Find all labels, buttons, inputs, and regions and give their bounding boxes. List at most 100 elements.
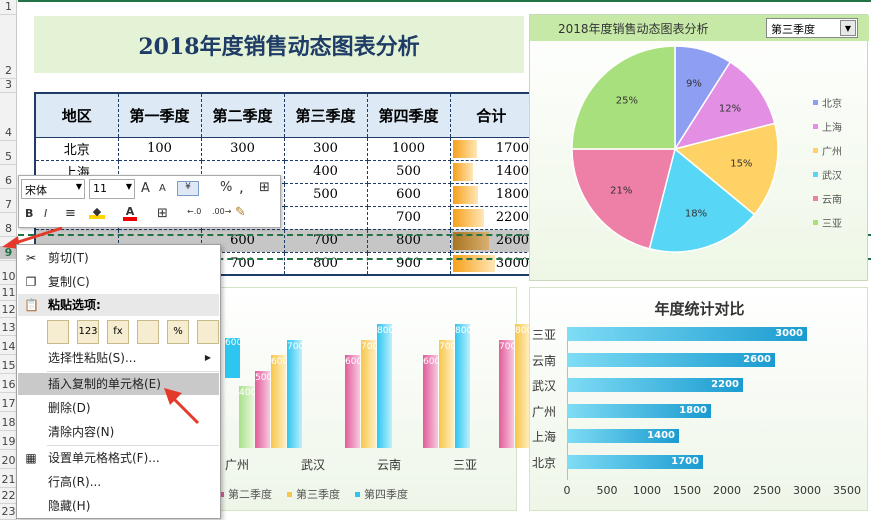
row-header-5[interactable]: 5 (5, 150, 12, 163)
pie-slice-2[interactable] (673, 122, 779, 216)
table-cell[interactable]: 700 (366, 205, 451, 230)
paste-option-icon[interactable] (137, 320, 159, 344)
chevron-down-icon[interactable]: ▼ (840, 20, 856, 36)
row-header-16[interactable]: 16 (1, 378, 16, 391)
shrink-font-button[interactable]: A (159, 183, 166, 194)
row-header-13[interactable]: 13 (1, 321, 16, 334)
column-bar[interactable] (423, 355, 438, 448)
row-header-14[interactable]: 14 (1, 340, 16, 353)
align-center-button[interactable]: ≡ (65, 206, 76, 221)
paste-option-icon[interactable]: 123 (77, 320, 99, 344)
table-cell[interactable]: 800 (283, 251, 368, 276)
row-header-9[interactable]: 9 (0, 246, 17, 259)
table-cell[interactable]: 100 (117, 136, 202, 161)
row-header-3[interactable]: 3 (5, 78, 12, 91)
increase-decimal-button[interactable]: ←.0 (187, 207, 202, 216)
font-name-field[interactable]: 宋体 ▼ (21, 179, 85, 199)
menu-item-cut[interactable]: ✂ 剪切(T) (25, 251, 89, 265)
row-header-10[interactable]: 10 (1, 270, 16, 283)
table-cell[interactable]: 500 (366, 159, 451, 184)
pie-slice-3[interactable] (648, 147, 756, 253)
column-bar[interactable] (377, 324, 392, 448)
menu-item-clear-contents[interactable]: 清除内容(N) (48, 425, 115, 439)
bar-row[interactable]: 3000 (567, 327, 807, 341)
table-cell[interactable]: 1000 (366, 136, 451, 161)
table-cell[interactable] (283, 205, 368, 230)
currency-format-icon[interactable]: ¥ (177, 181, 199, 196)
row-header-8[interactable]: 8 (5, 222, 12, 235)
row-header-11[interactable]: 11 (1, 286, 16, 299)
header-q2[interactable]: 第二季度 (200, 92, 285, 138)
total-cell[interactable]: 1800 (449, 182, 534, 207)
column-bar[interactable] (271, 355, 286, 448)
header-q3[interactable]: 第三季度 (283, 92, 368, 138)
column-bar[interactable] (345, 355, 360, 448)
row-header-19[interactable]: 19 (1, 435, 16, 448)
row-header-column[interactable]: 1 2 3 4 5 6 7 8 9 10 11 12 13 14 15 16 17 18 19 20 21 22 23 (0, 0, 17, 520)
header-q1[interactable]: 第一季度 (117, 92, 202, 138)
decrease-decimal-button[interactable]: .00→ (212, 207, 232, 216)
row-header-2[interactable]: 2 (5, 64, 12, 77)
table-cell[interactable]: 300 (200, 136, 285, 161)
row-header-6[interactable]: 6 (5, 174, 12, 187)
row-header-20[interactable]: 20 (1, 454, 16, 467)
paste-option-icon[interactable]: fx (107, 320, 129, 344)
menu-item-row-height[interactable]: 行高(R)... (48, 475, 102, 489)
bar-chart[interactable]: 年度统计对比 三亚 3000 云南 2600 武汉 2200 广州 1800 上海 1400 北京 1… (529, 287, 868, 511)
row-header-17[interactable]: 17 (1, 397, 16, 410)
format-painter-icon[interactable]: ✎ (235, 205, 246, 220)
comma-style-button[interactable]: , (239, 178, 244, 196)
table-cell[interactable]: 北京 (34, 136, 119, 161)
bar-row[interactable]: 1400 (567, 429, 679, 444)
total-cell[interactable]: 2200 (449, 205, 534, 230)
bar-row[interactable]: 1700 (567, 455, 703, 469)
bar-row[interactable]: 2200 (567, 378, 743, 393)
bold-button[interactable]: B (25, 207, 34, 220)
row-header-7[interactable]: 7 (5, 198, 12, 211)
column-bar[interactable] (287, 339, 302, 448)
row-header-1[interactable]: 1 (5, 0, 12, 13)
table-cell[interactable]: 400 (283, 159, 368, 184)
menu-item-copy[interactable]: ❐ 复制(C) (25, 275, 90, 289)
bar-row[interactable]: 2600 (567, 352, 775, 367)
paste-option-icon[interactable]: % (167, 320, 189, 344)
row-header-12[interactable]: 12 (1, 303, 16, 316)
pie-chart[interactable]: 2018年度销售动态图表分析 第三季度 ▼ 9% 北京 12% 上海 15% 广州 18% 武… (529, 14, 869, 281)
grow-font-button[interactable]: A (141, 181, 150, 196)
row-header-4[interactable]: 4 (5, 126, 12, 139)
menu-item-format-cells[interactable]: ▦ 设置单元格格式(F)... (25, 451, 160, 465)
row-header-21[interactable]: 21 (1, 473, 16, 486)
column-chart[interactable]: 6004005006007006007008006007008007008009… (216, 287, 548, 511)
pie-slice-1[interactable] (673, 60, 776, 151)
table-cell[interactable]: 500 (283, 182, 368, 207)
column-bar[interactable] (239, 386, 254, 448)
total-cell[interactable]: 1400 (449, 159, 534, 184)
paste-option-icon[interactable] (47, 320, 69, 344)
table-cell[interactable]: 300 (283, 136, 368, 161)
row-header-18[interactable]: 18 (1, 416, 16, 429)
column-bar[interactable] (255, 370, 270, 448)
bar-row[interactable]: 1800 (567, 403, 711, 418)
header-total[interactable]: 合计 (449, 92, 534, 138)
header-q4[interactable]: 第四季度 (366, 92, 451, 138)
total-cell[interactable]: 1700 (449, 136, 534, 161)
column-bar[interactable] (361, 339, 376, 448)
menu-item-paste-special[interactable]: 选择性粘贴(S)... ▶ (18, 347, 219, 369)
row-header-23[interactable]: 23 (1, 505, 16, 518)
quarter-select[interactable]: 第三季度 ▼ (766, 18, 858, 38)
borders-icon[interactable]: ⊞ (157, 206, 168, 221)
pie-slice-5[interactable] (571, 45, 676, 150)
font-color-button[interactable]: A (123, 205, 137, 221)
percent-style-button[interactable]: % (220, 180, 233, 195)
column-bar[interactable] (439, 339, 454, 448)
menu-item-delete[interactable]: 删除(D) (48, 401, 91, 415)
italic-button[interactable]: I (44, 207, 48, 220)
column-bar[interactable] (455, 324, 470, 448)
fill-color-icon[interactable]: ◆ (89, 205, 105, 219)
menu-item-hide[interactable]: 隐藏(H) (48, 499, 91, 513)
row-header-22[interactable]: 22 (1, 489, 16, 502)
table-cell[interactable]: 600 (366, 182, 451, 207)
row-header-15[interactable]: 15 (1, 359, 16, 372)
column-bar[interactable] (515, 324, 530, 448)
pie-slice-4[interactable] (571, 148, 676, 250)
